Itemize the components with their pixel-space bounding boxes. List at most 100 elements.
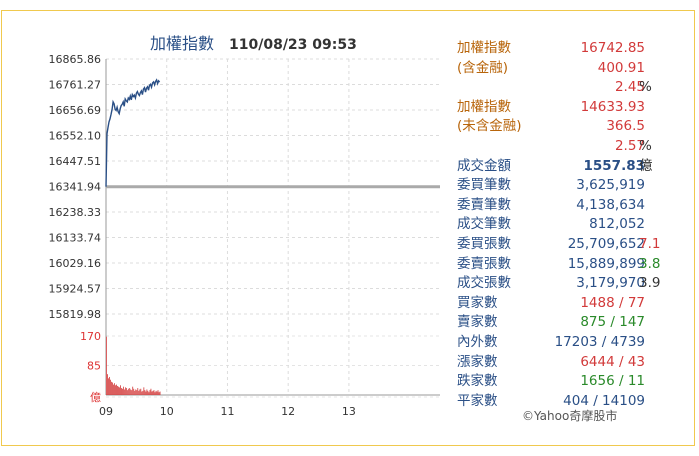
stat-suffix: 3.8: [639, 255, 661, 272]
volume-bar: [135, 389, 137, 395]
volume-bar: [142, 390, 144, 395]
stat-label: 平家數: [457, 392, 498, 409]
stat-value: 25,709,652: [567, 235, 645, 252]
volume-bar: [121, 388, 122, 395]
x-tick-label: 11: [220, 405, 234, 418]
stat-label: 委買筆數: [457, 177, 511, 194]
stat-value: 366.5: [606, 118, 645, 135]
volume-bar: [146, 389, 148, 395]
stat-row: 2.57%: [457, 137, 687, 157]
volume-bar: [155, 390, 157, 395]
volume-bar: [157, 390, 159, 395]
stat-suffix: %: [639, 137, 652, 154]
stat-value: 812,052: [589, 216, 645, 233]
stat-row: 委買筆數 3,625,919: [457, 176, 687, 196]
volume-bar: [144, 390, 146, 395]
chart-grid: [105, 58, 440, 398]
stat-row: 買家數 1488 / 77: [457, 294, 687, 314]
stat-suffix: 3.9: [639, 275, 661, 292]
y-axis: 16865.86 16761.27 16656.69 16552.10 16447.51…: [49, 53, 102, 321]
price-line: [105, 78, 161, 187]
volume-bar: [143, 387, 145, 395]
volume-tick-label: 170: [80, 330, 101, 343]
stat-row: 內外數 17203 / 4739: [457, 333, 687, 353]
volume-bar: [122, 388, 124, 395]
volume-bar: [118, 386, 119, 395]
volume-bar: [152, 390, 154, 395]
volume-bar: [132, 386, 134, 395]
stat-value: 16742.85: [580, 40, 645, 56]
volume-bar: [114, 383, 115, 395]
volume-bar: [120, 385, 121, 395]
volume-bar: [123, 386, 125, 395]
y-tick-label: 16865.86: [49, 53, 102, 66]
stat-row: (未含金融) 366.5: [457, 117, 687, 137]
volume-bar: [130, 389, 132, 395]
volume-bar: [129, 388, 131, 395]
stat-label: 委賣筆數: [457, 196, 511, 213]
stat-row: 2.45%: [457, 78, 687, 98]
x-axis: 09 10 11 12 13: [99, 405, 356, 418]
stat-value: 17203 / 4739: [554, 333, 645, 350]
volume-bar: [140, 388, 142, 395]
volume-bar: [124, 389, 126, 395]
stat-value: 14633.93: [580, 98, 645, 115]
volume-tick-label: 億: [90, 391, 101, 404]
stat-row: (含金融) 400.91: [457, 59, 687, 79]
stat-label: 內外數: [457, 333, 498, 350]
volume-bar: [145, 391, 147, 395]
stat-value: 1557.83: [583, 157, 646, 174]
stat-value: 15,889,899: [567, 255, 645, 272]
chart-title: 加權指數: [150, 34, 214, 53]
stat-row: 成交筆數 812,052: [457, 215, 687, 235]
x-tick-label: 09: [99, 405, 113, 418]
volume-bar: [156, 391, 158, 395]
stat-value: 6444 / 43: [580, 353, 645, 370]
volume-bar: [111, 381, 112, 395]
index-panel: 加權指數 110/08/23 09:53 16865.86 16761.27 166…: [1, 10, 695, 446]
stat-value: 3,179,970: [576, 275, 645, 292]
volume-bar: [127, 390, 129, 395]
stat-row: 委賣筆數 4,138,634: [457, 196, 687, 216]
volume-bar: [112, 382, 113, 395]
stat-row: 成交張數 3,179,970 3.9: [457, 274, 687, 294]
stat-label: (含金融): [457, 59, 509, 76]
intraday-chart: 加權指數 110/08/23 09:53 16865.86 16761.27 166…: [49, 34, 440, 418]
volume-bars: [106, 336, 161, 395]
stat-label: 委買張數: [457, 235, 511, 252]
volume-bar: [108, 378, 109, 395]
volume-bar: [115, 385, 116, 395]
volume-bar: [128, 388, 130, 395]
volume-bar: [149, 390, 151, 395]
volume-bar: [154, 392, 156, 395]
volume-bar: [138, 390, 140, 395]
stat-value: 2.57: [614, 137, 645, 154]
stats-table: 加權指數 16742.85 (含金融) 400.91 2.45% 加權指數 14633.93…: [457, 39, 687, 411]
stat-label: 加權指數: [457, 98, 511, 115]
volume-bar: [117, 385, 118, 395]
stat-suffix: 億: [639, 157, 653, 174]
y-tick-label: 16656.69: [49, 104, 102, 117]
stat-label: 賣家數: [457, 314, 498, 331]
stat-label: 跌家數: [457, 373, 498, 390]
y-tick-label: 16341.94: [49, 181, 102, 194]
volume-bar: [110, 379, 111, 395]
y-tick-label: 16761.27: [49, 79, 102, 92]
stat-label: 成交筆數: [457, 216, 511, 233]
stat-label: 成交張數: [457, 275, 511, 292]
stat-value: 875 / 147: [580, 314, 645, 331]
y-tick-label: 16133.74: [49, 232, 102, 245]
stat-value: 404 / 14109: [563, 392, 645, 409]
stat-value: 4,138,634: [576, 196, 645, 213]
stat-value: 1656 / 11: [580, 373, 645, 390]
volume-bar: [119, 387, 120, 395]
volume-bar: [106, 336, 107, 395]
volume-bar: [113, 384, 114, 395]
stat-row: 加權指數 16742.85: [457, 39, 687, 59]
y-tick-label: 16029.16: [49, 257, 102, 270]
y-tick-label: 15924.57: [49, 282, 102, 295]
stat-row: 成交金額 1557.83 億: [457, 157, 687, 177]
stat-value: 1488 / 77: [580, 294, 645, 311]
volume-bar: [137, 388, 139, 395]
stat-value: 400.91: [597, 59, 645, 76]
